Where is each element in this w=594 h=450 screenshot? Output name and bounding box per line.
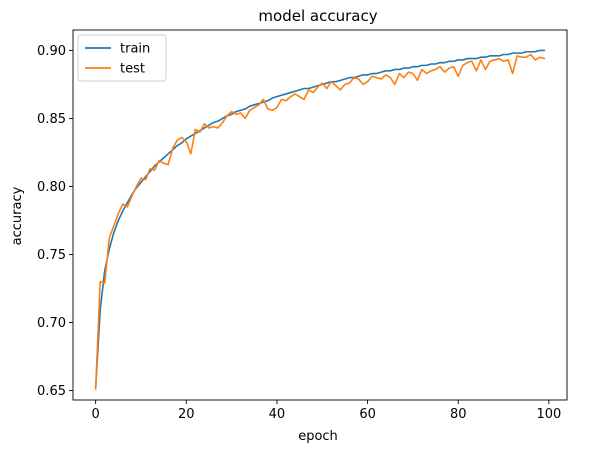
- plot-frame: [72, 29, 568, 401]
- x-tick-label-100: 100: [536, 407, 561, 422]
- legend-box: [77, 34, 167, 82]
- y-tick-label-0.70: 0.70: [37, 316, 66, 331]
- x-tick-label-60: 60: [359, 407, 376, 422]
- series-line-train: [94, 49, 546, 389]
- y-tick-label-0.80: 0.80: [37, 180, 66, 195]
- x-tick-label-80: 80: [450, 407, 467, 422]
- x-tick-label-0: 0: [92, 407, 100, 422]
- plot-area: 0 20 40 60 80 100 0.65 0.70 0.75 0.80 0.85 0.90 trai…: [37, 29, 568, 422]
- y-tick-label-0.90: 0.90: [37, 44, 66, 59]
- chart-title: model accuracy: [258, 7, 377, 25]
- y-tick-label-0.65: 0.65: [37, 384, 66, 399]
- legend-label-train: train: [120, 42, 150, 57]
- y-tick-label-0.75: 0.75: [37, 248, 66, 263]
- x-tick-label-40: 40: [269, 407, 286, 422]
- x-tick-label-20: 20: [178, 407, 195, 422]
- legend-label-test: test: [120, 62, 145, 77]
- y-tick-label-0.85: 0.85: [37, 112, 66, 127]
- x-axis-label: epoch: [298, 429, 338, 444]
- y-axis-label: accuracy: [10, 186, 25, 245]
- series-line-test: [94, 53, 546, 390]
